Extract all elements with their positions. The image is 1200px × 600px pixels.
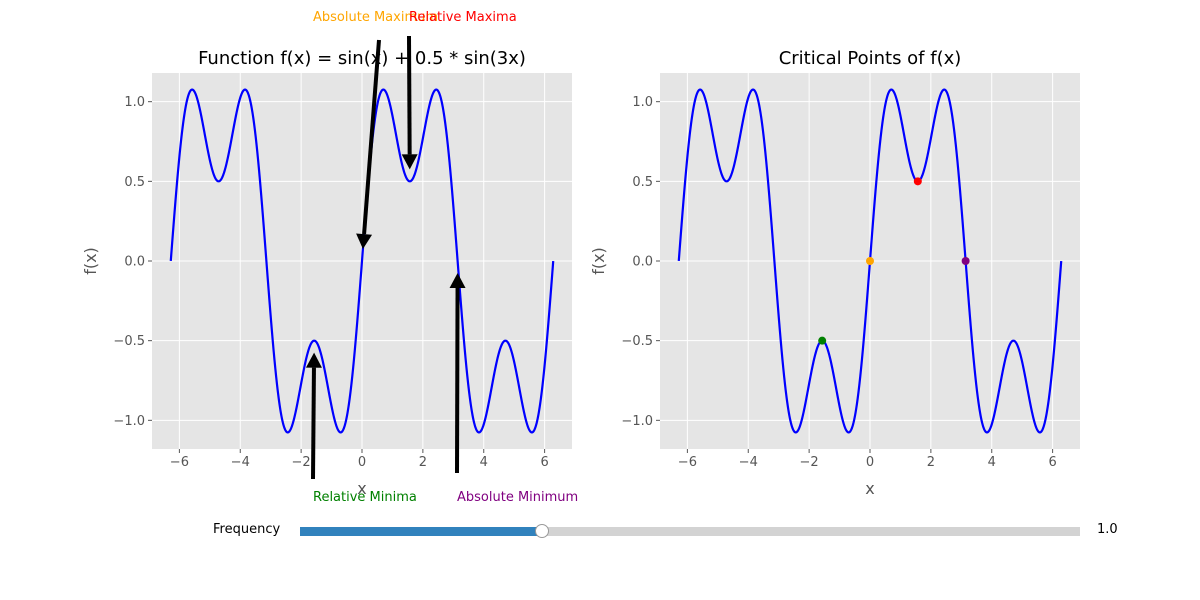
chart-title: Critical Points of f(x) (779, 48, 962, 69)
y-tick-label: 0.0 (124, 255, 145, 270)
x-tick-label: −2 (292, 455, 311, 470)
x-tick-label: 6 (540, 455, 548, 470)
annotation-arrow-shaft (455, 287, 460, 474)
critical-point-marker (818, 336, 827, 345)
x-tick-label: 6 (1048, 455, 1056, 470)
x-axis-label: x (865, 479, 874, 498)
y-tick-label: 1.0 (632, 95, 653, 110)
critical-point-marker (961, 257, 970, 265)
annotation-label: Absolute Maximum (313, 10, 438, 25)
annotation-label: Relative Minima (313, 490, 417, 505)
frequency-slider-label: Frequency (213, 522, 281, 537)
x-tick-label: 4 (988, 455, 996, 470)
annotation-label: Relative Maxima (409, 10, 517, 25)
y-tick-label: 0.0 (632, 255, 653, 270)
y-tick-label: 1.0 (124, 95, 145, 110)
critical-point-marker (866, 257, 874, 265)
chart-2: −6 −4 −2 0 2 4 6 −1.0 −0.5 0.0 0.5 1.0 Critical Poin… (589, 48, 1080, 498)
y-tick-label: −0.5 (113, 334, 145, 349)
y-tick-label: 0.5 (124, 175, 145, 190)
x-axis-label: x (357, 479, 366, 498)
chart-1: −6 −4 −2 0 2 4 6 −1.0 −0.5 0.0 0.5 1.0 Function f(x)… (81, 10, 578, 505)
annotation-arrow-head (449, 272, 466, 289)
y-tick-label: −1.0 (113, 414, 145, 429)
annotation-arrow-head (305, 352, 322, 368)
function-line (169, 88, 555, 434)
y-tick-label: −0.5 (621, 334, 653, 349)
y-axis-label: f(x) (81, 247, 100, 275)
annotation-label: Absolute Minimum (457, 490, 578, 505)
annotation-arrow-shaft (362, 39, 381, 235)
annotation-arrow-head (356, 233, 373, 250)
annotation-arrow-head (401, 154, 418, 170)
y-tick-label: −1.0 (621, 414, 653, 429)
frequency-slider-fill (300, 527, 542, 536)
annotation-arrow-shaft (407, 35, 412, 155)
frequency-slider[interactable] (300, 524, 1080, 538)
annotation-arrow-shaft (311, 367, 316, 480)
frequency-slider-value: 1.0 (1097, 522, 1118, 537)
y-tick-label: 0.5 (632, 175, 653, 190)
y-axis-label: f(x) (589, 247, 608, 275)
x-tick-label: 0 (358, 455, 366, 470)
x-tick-label: 0 (866, 455, 874, 470)
x-tick-label: −6 (170, 455, 189, 470)
critical-point-marker (913, 177, 922, 186)
frequency-slider-handle[interactable] (534, 524, 549, 538)
chart-title: Function f(x) = sin(x) + 0.5 * sin(3x) (198, 48, 526, 69)
x-tick-label: 2 (419, 455, 427, 470)
x-tick-label: −4 (739, 455, 758, 470)
x-tick-label: −2 (800, 455, 819, 470)
x-tick-label: 4 (480, 455, 488, 470)
x-tick-label: 2 (927, 455, 935, 470)
x-tick-label: −4 (231, 455, 250, 470)
x-tick-label: −6 (678, 455, 697, 470)
